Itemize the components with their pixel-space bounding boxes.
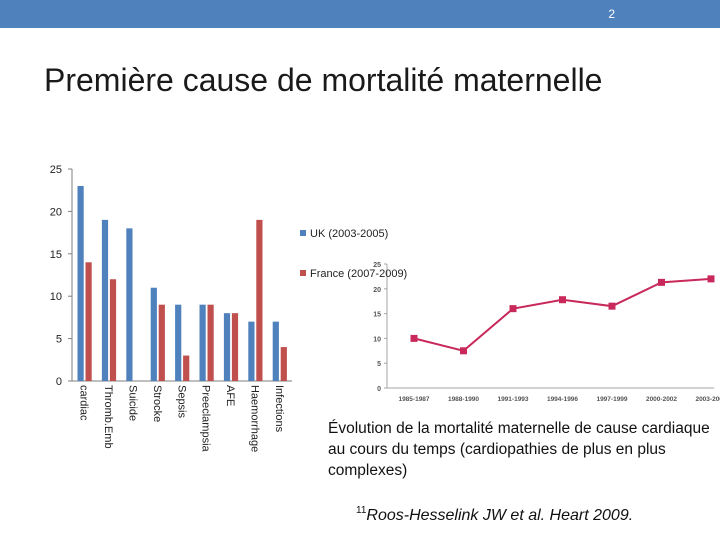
line-x-tick-label: 1997-1999 [596, 396, 627, 403]
slide-title: Première cause de mortalité maternelle [44, 62, 603, 98]
bar-category-label: Thromb.Emb [102, 385, 114, 449]
bar-uk [126, 228, 133, 381]
reference-citation: 11Roos-Hesselink JW et al. Heart 2009. [356, 505, 633, 525]
bar-category-label: Preeclampsia [200, 385, 212, 453]
bar-uk [101, 219, 109, 381]
bar-category-label: Suicide [126, 385, 138, 421]
bar-france [109, 279, 117, 381]
bar-category-label: Infections [273, 385, 285, 433]
bar-y-tick-label: 20 [50, 206, 62, 218]
line-x-tick-label: 1988-1990 [448, 396, 479, 403]
line-x-tick-label: 1985-1987 [398, 396, 429, 403]
bar-uk [77, 185, 84, 381]
bar-category-label: Haemorrhage [248, 385, 260, 452]
line-point [608, 302, 616, 310]
bar-y-tick-label: 25 [50, 164, 62, 176]
bar-category-label: cardiac [78, 385, 90, 421]
line-y-tick-label: 5 [377, 361, 381, 368]
legend-label-uk: UK (2003-2005) [310, 228, 388, 240]
bar-france [256, 219, 263, 381]
line-point [410, 334, 418, 342]
bar-france [158, 304, 165, 381]
bar-france [183, 355, 190, 381]
line-y-tick-label: 0 [377, 386, 381, 393]
bar-y-tick-label: 10 [50, 291, 62, 303]
slide-number: 2 [608, 7, 615, 21]
line-x-tick-label: 2003-2005 [695, 396, 720, 403]
bar-y-tick-label: 0 [56, 376, 62, 388]
bar-uk [272, 321, 279, 381]
line-point [460, 347, 467, 355]
legend-swatch-uk [300, 230, 306, 236]
bar-uk [223, 313, 231, 381]
line-x-tick-label: 1994-1996 [547, 396, 578, 403]
line-point [707, 275, 715, 283]
header-bar: 2 [0, 0, 720, 28]
line-y-tick-label: 10 [373, 336, 381, 343]
line-point [559, 296, 566, 304]
bar-uk [199, 304, 206, 381]
line-point [658, 278, 665, 286]
bar-france [85, 262, 92, 381]
bar-france [231, 313, 239, 381]
bar-y-tick-label: 5 [56, 334, 62, 346]
chart-caption: Évolution de la mortalité maternelle de … [328, 420, 710, 479]
line-x-tick-label: 1991-1993 [497, 396, 528, 403]
bar-category-label: AFE [224, 385, 236, 406]
bar-category-label: Sepsis [175, 385, 187, 419]
line-y-tick-label: 20 [373, 287, 381, 294]
reference-text: Roos-Hesselink JW et al. Heart 2009. [366, 507, 634, 524]
bar-uk [248, 321, 255, 381]
line-y-tick-label: 25 [373, 262, 381, 269]
legend-label-france: France (2007-2009) [310, 268, 407, 280]
legend-swatch-france [300, 270, 306, 276]
line-y-tick-label: 15 [373, 312, 381, 319]
bar-france [207, 304, 214, 381]
line-series [413, 277, 712, 352]
line-point [509, 305, 517, 313]
bar-france [280, 347, 287, 381]
reference-mark: 11 [356, 505, 367, 516]
bar-uk [150, 287, 157, 381]
bar-category-label: Strocke [151, 385, 163, 422]
bar-uk [175, 304, 182, 381]
bar-y-tick-label: 15 [50, 249, 62, 261]
line-x-tick-label: 2000-2002 [646, 396, 677, 403]
